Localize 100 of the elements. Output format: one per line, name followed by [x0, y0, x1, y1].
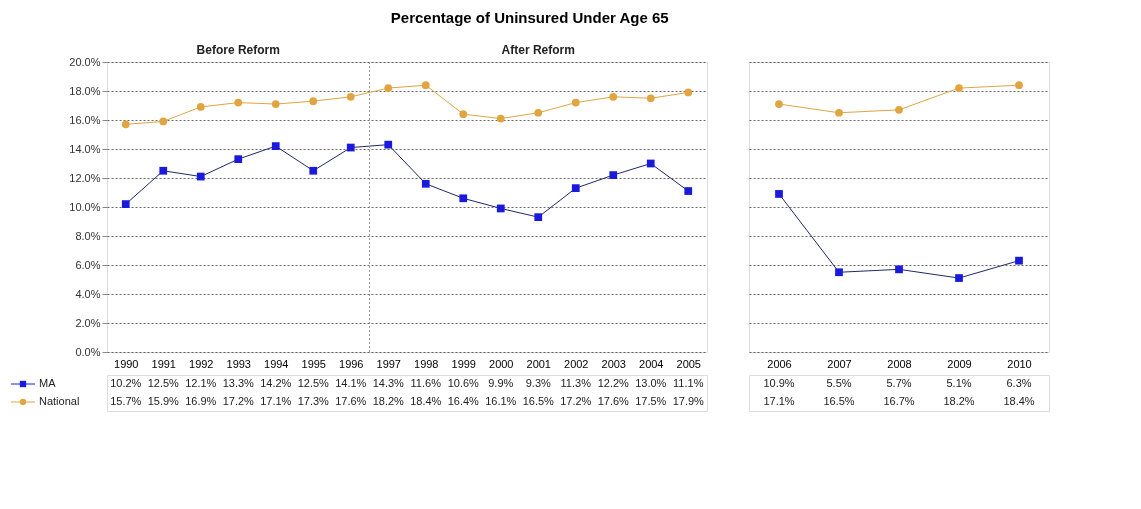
- data-label: 12.5%: [147, 377, 180, 389]
- data-label: 18.2%: [372, 395, 405, 407]
- point: [234, 155, 243, 164]
- data-label: 18.4%: [1003, 395, 1035, 407]
- point: [234, 98, 243, 107]
- data-label: 5.1%: [946, 377, 972, 389]
- data-label: 17.5%: [635, 395, 667, 407]
- y-tick-label: 20.0%: [69, 55, 101, 68]
- x-tick-label: 2010: [1007, 357, 1032, 370]
- y-tick-label: 0.0%: [75, 345, 101, 358]
- point: [646, 159, 655, 168]
- data-label: 13.0%: [635, 377, 667, 389]
- point: [346, 92, 355, 101]
- data-label: 13.3%: [222, 377, 255, 389]
- point: [309, 97, 318, 106]
- text: After Reform: [501, 43, 575, 57]
- chart-title: Percentage of Uninsured Under Age 65: [390, 8, 669, 26]
- x-tick-label: 2005: [676, 357, 701, 370]
- text: Before Reform: [196, 43, 280, 57]
- point: [196, 103, 205, 111]
- point: [421, 179, 430, 188]
- data-label: 12.5%: [297, 377, 330, 389]
- point: [196, 172, 205, 181]
- point: [271, 100, 280, 108]
- data-label: 15.9%: [147, 395, 180, 407]
- x-tick-label: 2003: [601, 357, 626, 370]
- x-tick-label: 2008: [887, 357, 912, 370]
- point: [121, 120, 130, 129]
- x-tick-label: 1990: [114, 357, 139, 370]
- data-label: 9.3%: [525, 377, 551, 389]
- x-tick-label: 1998: [414, 357, 439, 370]
- point: [459, 110, 468, 119]
- point: [609, 92, 618, 101]
- data-label: 17.9%: [672, 395, 705, 407]
- x-tick-label: 2006: [767, 357, 792, 370]
- data-label: 12.2%: [597, 377, 630, 389]
- data-label: 12.1%: [185, 377, 217, 389]
- data-label: 18.2%: [943, 395, 975, 407]
- data-label: 17.1%: [260, 395, 292, 407]
- y-tick-label: 18.0%: [69, 84, 101, 97]
- y-tick-label: 6.0%: [75, 258, 101, 271]
- x-tick-label: 1997: [376, 357, 401, 370]
- point: [775, 100, 783, 108]
- x-tick-label: 2002: [564, 357, 589, 370]
- data-label: 10.2%: [110, 377, 142, 389]
- point: [496, 204, 505, 213]
- point: [955, 274, 963, 282]
- point: [775, 190, 783, 198]
- data-label: 16.1%: [485, 395, 517, 407]
- point: [121, 200, 130, 208]
- point: [955, 84, 963, 92]
- data-label: 17.2%: [222, 395, 255, 407]
- data-label: 11.6%: [410, 377, 442, 389]
- x-tick-label: 2007: [827, 357, 852, 370]
- data-label: 17.6%: [597, 395, 630, 407]
- x-tick-label: 2004: [639, 357, 664, 370]
- point: [271, 142, 280, 150]
- point: [835, 108, 843, 117]
- data-label: 15.7%: [110, 395, 142, 407]
- x-tick-label: 1993: [226, 357, 251, 370]
- point: [309, 166, 318, 175]
- data-label: 17.3%: [297, 395, 330, 407]
- point: [1015, 256, 1023, 265]
- point: [496, 114, 505, 123]
- point: [684, 187, 693, 195]
- data-label: 14.3%: [372, 377, 405, 389]
- point: [1015, 81, 1023, 90]
- x-tick-label: 1992: [189, 357, 214, 370]
- data-label: 16.9%: [185, 395, 217, 407]
- x-tick-label: 2009: [947, 357, 972, 370]
- data-label: 14.1%: [335, 377, 367, 389]
- point: [835, 268, 843, 277]
- y-tick-label: 10.0%: [69, 200, 101, 213]
- legend-label: MA: [39, 377, 57, 389]
- point: [609, 171, 618, 179]
- data-label: 10.6%: [447, 377, 480, 389]
- point: [159, 166, 168, 175]
- data-label: 6.3%: [1006, 377, 1032, 389]
- point: [571, 98, 580, 107]
- data-label: 11.1%: [673, 377, 704, 389]
- point: [895, 265, 903, 274]
- point: [684, 88, 693, 97]
- data-label: 9.9%: [488, 377, 514, 389]
- x-tick-label: 1996: [339, 357, 364, 370]
- x-tick-label: 2001: [526, 357, 551, 370]
- data-label: 14.2%: [260, 377, 292, 389]
- data-label: 16.7%: [883, 395, 915, 407]
- point: [421, 81, 430, 90]
- x-tick-label: 1994: [264, 357, 289, 370]
- point: [646, 94, 655, 103]
- data-label: 18.4%: [410, 395, 442, 407]
- data-label: 11.3%: [560, 377, 592, 389]
- data-label: 17.6%: [335, 395, 367, 407]
- y-tick-label: 12.0%: [69, 171, 101, 184]
- y-tick-label: 4.0%: [75, 287, 101, 300]
- data-label: 5.5%: [826, 377, 852, 389]
- point: [571, 184, 580, 193]
- data-label: 5.7%: [886, 377, 912, 389]
- legend-label: National: [39, 395, 80, 407]
- point: [384, 140, 393, 149]
